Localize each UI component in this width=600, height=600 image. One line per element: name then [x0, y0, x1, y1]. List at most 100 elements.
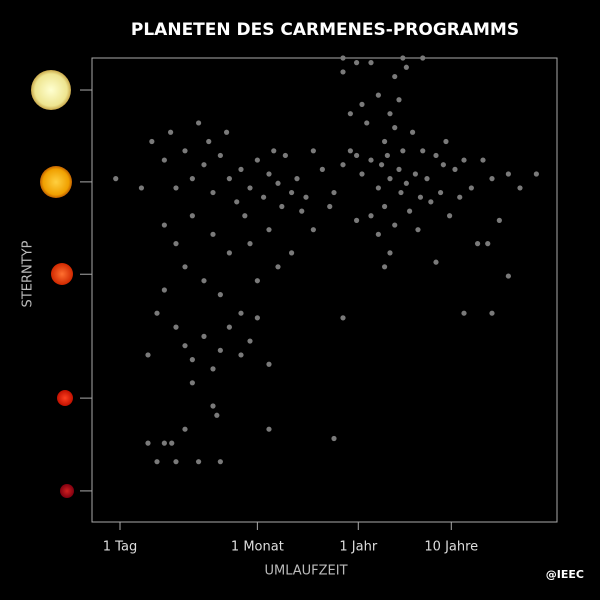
point — [331, 435, 337, 442]
star-icon — [40, 166, 72, 198]
point — [149, 138, 155, 145]
point — [364, 120, 370, 126]
point — [398, 189, 404, 196]
point — [238, 310, 244, 316]
point — [113, 176, 119, 182]
point — [217, 292, 223, 298]
point — [195, 459, 202, 465]
point — [353, 217, 360, 223]
point — [173, 241, 179, 247]
point — [387, 250, 393, 256]
point — [226, 176, 232, 182]
point — [260, 194, 267, 200]
point — [234, 199, 240, 205]
point — [279, 203, 285, 210]
point — [288, 189, 295, 196]
x-tick-label: 1 Tag — [103, 540, 137, 555]
point — [189, 380, 195, 386]
point — [247, 185, 253, 191]
point — [384, 152, 390, 159]
point — [375, 92, 381, 98]
point — [182, 148, 188, 154]
point — [387, 111, 393, 117]
point — [533, 171, 539, 177]
point — [347, 111, 353, 117]
point — [214, 412, 220, 418]
point — [396, 97, 402, 103]
point — [340, 55, 346, 61]
point — [381, 203, 388, 210]
point — [461, 310, 467, 316]
point — [254, 157, 260, 163]
point — [266, 227, 272, 233]
point — [266, 171, 272, 177]
point — [217, 152, 223, 159]
point — [424, 176, 430, 182]
point — [457, 194, 463, 200]
star-icon — [57, 390, 73, 406]
x-tick-label: 1 Jahr — [339, 540, 377, 555]
point — [420, 55, 426, 61]
point — [378, 162, 385, 168]
point — [359, 171, 365, 177]
point — [428, 199, 434, 205]
point — [226, 324, 232, 330]
point — [167, 129, 174, 135]
x-axis-label: UMLAUFZEIT — [264, 564, 347, 579]
point — [368, 213, 374, 219]
point — [327, 203, 333, 210]
point — [443, 138, 449, 145]
point — [331, 189, 337, 196]
point — [154, 310, 160, 316]
point — [415, 227, 421, 233]
point — [340, 69, 346, 75]
point — [505, 273, 511, 279]
point — [400, 148, 406, 154]
credit: @IEEC — [546, 568, 584, 581]
point — [247, 241, 253, 247]
point — [254, 315, 260, 321]
point — [446, 213, 453, 219]
point — [182, 426, 188, 432]
point — [294, 176, 300, 182]
point — [375, 231, 381, 237]
point — [489, 310, 495, 316]
point — [154, 459, 160, 465]
point — [387, 176, 393, 182]
point — [242, 213, 248, 219]
point — [420, 148, 426, 154]
point — [433, 259, 439, 265]
point — [201, 162, 207, 168]
point — [392, 125, 398, 131]
point — [368, 60, 374, 66]
point — [403, 64, 409, 70]
point — [182, 343, 188, 349]
point — [189, 176, 195, 182]
point — [440, 162, 446, 168]
point — [217, 459, 223, 465]
point — [406, 208, 413, 214]
point — [210, 403, 216, 409]
point — [409, 129, 416, 135]
point — [412, 171, 418, 177]
point — [381, 138, 388, 145]
point — [433, 152, 439, 159]
point — [145, 352, 151, 358]
point — [396, 166, 402, 172]
point — [226, 250, 232, 256]
point — [452, 166, 458, 172]
point — [368, 157, 374, 163]
point — [275, 180, 281, 186]
point — [238, 352, 244, 358]
point — [161, 287, 167, 293]
point — [275, 264, 281, 270]
point — [206, 138, 212, 145]
point — [266, 361, 272, 367]
point — [201, 278, 207, 284]
point — [138, 185, 145, 191]
point — [480, 157, 486, 163]
point — [223, 129, 230, 135]
point — [375, 185, 381, 191]
point — [303, 194, 309, 200]
